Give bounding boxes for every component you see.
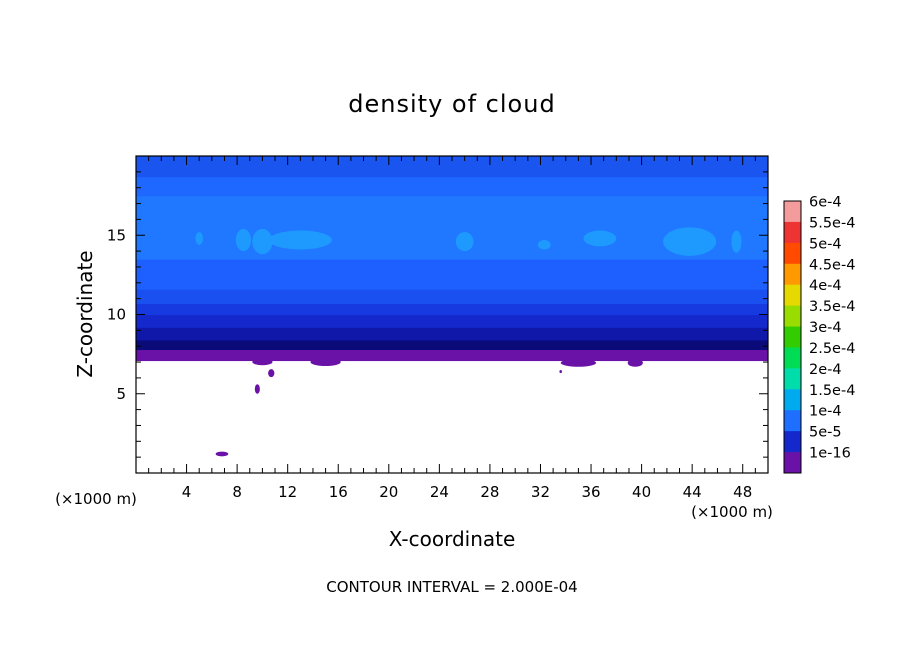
colorbar-swatch — [784, 452, 801, 474]
y-axis-ticks: 5 10 15 — [107, 171, 768, 458]
colorbar-swatch — [784, 242, 801, 265]
chart-title: density of cloud — [348, 90, 555, 118]
colorbar-label: 1e-4 — [809, 404, 842, 420]
colorbar-label: 2.5e-4 — [809, 341, 855, 357]
colorbar-label: 1.5e-4 — [809, 383, 855, 399]
colorbar-label: 4e-4 — [809, 278, 842, 294]
density-band-9 — [136, 156, 768, 178]
density-patch-7 — [663, 227, 717, 256]
x-tick-label: 20 — [379, 483, 398, 501]
colorbar-label: 5e-4 — [809, 236, 842, 252]
x-tick-label: 44 — [683, 483, 702, 501]
x-tick-label: 48 — [733, 483, 752, 501]
colorbar-swatch — [784, 431, 801, 453]
colorbar-swatch — [784, 201, 801, 223]
density-patch-2 — [252, 228, 273, 255]
colorbar-label: 6e-4 — [809, 195, 842, 211]
density-band-5 — [136, 289, 768, 305]
x-axis-unit-left: (×1000 m) — [55, 490, 137, 508]
colorbar-swatch — [784, 347, 801, 369]
density-patch-8 — [731, 230, 742, 253]
colorbar-swatch — [784, 326, 801, 348]
colorbar-swatch — [784, 368, 801, 390]
density-bands — [136, 156, 768, 362]
density-band-0 — [136, 349, 768, 362]
colorbar-swatch — [784, 221, 801, 244]
y-tick-label: 10 — [107, 306, 126, 324]
density-patch-16 — [252, 358, 273, 366]
density-patch-14 — [560, 358, 597, 367]
density-patch-12 — [559, 369, 562, 374]
x-tick-label: 16 — [329, 483, 348, 501]
x-tick-label: 4 — [182, 483, 192, 501]
x-tick-label: 28 — [480, 483, 499, 501]
x-tick-label: 40 — [632, 483, 651, 501]
density-patch-5 — [537, 240, 551, 250]
density-patch-11 — [268, 369, 275, 378]
colorbar-swatch — [784, 263, 801, 286]
x-tick-label: 32 — [531, 483, 550, 501]
colorbar-label: 1e-16 — [809, 446, 851, 462]
density-patch-4 — [455, 232, 474, 252]
density-patch-1 — [235, 228, 252, 252]
colorbar-label: 3.5e-4 — [809, 299, 855, 315]
colorbar-swatch — [784, 410, 801, 432]
density-patch-13 — [310, 358, 341, 367]
y-tick-label: 5 — [116, 385, 126, 403]
density-band-1 — [136, 339, 768, 350]
x-axis-unit-right: (×1000 m) — [691, 503, 773, 521]
density-patch-9 — [215, 451, 229, 457]
x-tick-label: 8 — [232, 483, 242, 501]
colorbar-label: 5e-5 — [809, 425, 842, 441]
density-patch-0 — [195, 232, 203, 245]
density-band-3 — [136, 314, 768, 328]
colorbar-swatch — [784, 284, 801, 307]
x-tick-label: 12 — [278, 483, 297, 501]
density-patch-3 — [268, 230, 332, 250]
x-axis-label: X-coordinate — [389, 527, 516, 551]
y-tick-label: 15 — [107, 226, 126, 244]
x-tick-label: 24 — [430, 483, 449, 501]
colorbar-label: 5.5e-4 — [809, 215, 855, 231]
colorbar-label: 3e-4 — [809, 320, 842, 336]
x-tick-label: 36 — [581, 483, 600, 501]
contour-interval-note: CONTOUR INTERVAL = 2.000E-04 — [326, 578, 577, 596]
colorbar-label: 4.5e-4 — [809, 257, 855, 273]
y-axis-label: Z-coordinate — [73, 250, 97, 377]
density-band-4 — [136, 303, 768, 316]
x-axis-ticks: 4 8 12 16 20 24 28 32 36 40 44 48 — [148, 156, 756, 501]
density-band-2 — [136, 327, 768, 341]
density-band-8 — [136, 176, 768, 197]
density-band-6 — [136, 259, 768, 290]
density-patch-10 — [254, 384, 260, 394]
colorbar-swatch — [784, 389, 801, 411]
density-patches — [195, 227, 742, 457]
density-patch-6 — [583, 230, 617, 247]
colorbar: 6e-4 5.5e-4 5e-4 4.5e-4 4e-4 3.5e-4 3e-4 2.5e-4… — [783, 195, 855, 474]
colorbar-frame — [783, 200, 802, 474]
density-patch-15 — [627, 358, 643, 367]
colorbar-label: 2e-4 — [809, 362, 842, 378]
colorbar-swatch — [784, 305, 801, 327]
